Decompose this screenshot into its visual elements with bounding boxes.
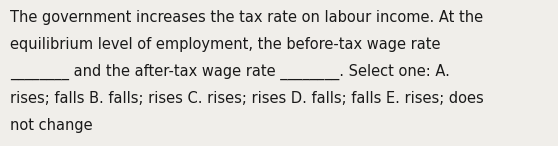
Text: not change: not change <box>10 118 93 133</box>
Text: The government increases the tax rate on labour income. At the: The government increases the tax rate on… <box>10 10 483 25</box>
Text: rises; falls B. falls; rises C. rises; rises D. falls; falls E. rises; does: rises; falls B. falls; rises C. rises; r… <box>10 91 484 106</box>
Text: ________ and the after-tax wage rate ________. Select one: A.: ________ and the after-tax wage rate ___… <box>10 64 450 80</box>
Text: equilibrium level of employment, the before-tax wage rate: equilibrium level of employment, the bef… <box>10 37 441 52</box>
